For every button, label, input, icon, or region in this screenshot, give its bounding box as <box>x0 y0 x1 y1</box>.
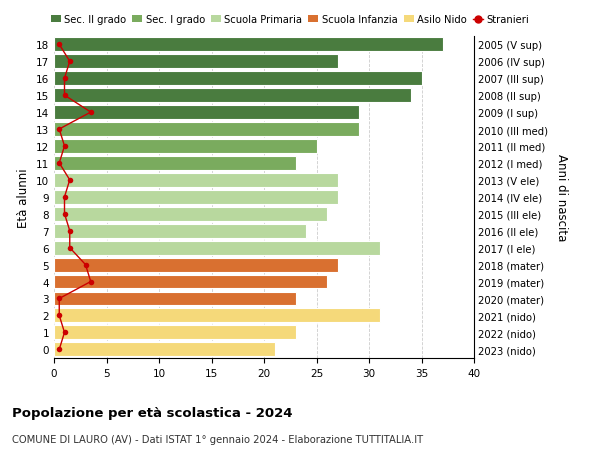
Point <box>60 194 70 201</box>
Point <box>86 109 95 117</box>
Bar <box>54 342 275 357</box>
Bar <box>54 258 337 272</box>
Point <box>55 41 64 49</box>
Bar <box>54 326 296 340</box>
Bar <box>54 309 380 323</box>
Legend: Sec. II grado, Sec. I grado, Scuola Primaria, Scuola Infanzia, Asilo Nido, Stran: Sec. II grado, Sec. I grado, Scuola Prim… <box>50 15 529 25</box>
Bar <box>54 224 306 238</box>
Bar <box>54 123 359 137</box>
Bar <box>54 190 337 204</box>
Point <box>55 160 64 167</box>
Y-axis label: Anni di nascita: Anni di nascita <box>554 154 568 241</box>
Bar <box>54 89 411 103</box>
Point <box>65 58 74 66</box>
Point <box>55 346 64 353</box>
Bar <box>54 292 296 306</box>
Point <box>65 228 74 235</box>
Text: Popolazione per età scolastica - 2024: Popolazione per età scolastica - 2024 <box>12 406 293 419</box>
Y-axis label: Età alunni: Età alunni <box>17 168 31 227</box>
Point <box>60 329 70 336</box>
Bar <box>54 174 337 187</box>
Point <box>65 245 74 252</box>
Point <box>86 278 95 285</box>
Point <box>55 312 64 319</box>
Text: COMUNE DI LAURO (AV) - Dati ISTAT 1° gennaio 2024 - Elaborazione TUTTITALIA.IT: COMUNE DI LAURO (AV) - Dati ISTAT 1° gen… <box>12 434 423 444</box>
Bar <box>54 106 359 120</box>
Point <box>60 143 70 150</box>
Bar <box>54 140 317 154</box>
Bar <box>54 241 380 255</box>
Point <box>65 177 74 184</box>
Point <box>60 92 70 100</box>
Bar <box>54 157 296 170</box>
Bar <box>54 207 327 221</box>
Point <box>60 75 70 83</box>
Point <box>55 126 64 134</box>
Bar <box>54 55 337 69</box>
Bar <box>54 275 327 289</box>
Point <box>80 261 91 269</box>
Bar <box>54 72 421 86</box>
Point <box>55 295 64 302</box>
Bar <box>54 38 443 52</box>
Point <box>60 211 70 218</box>
